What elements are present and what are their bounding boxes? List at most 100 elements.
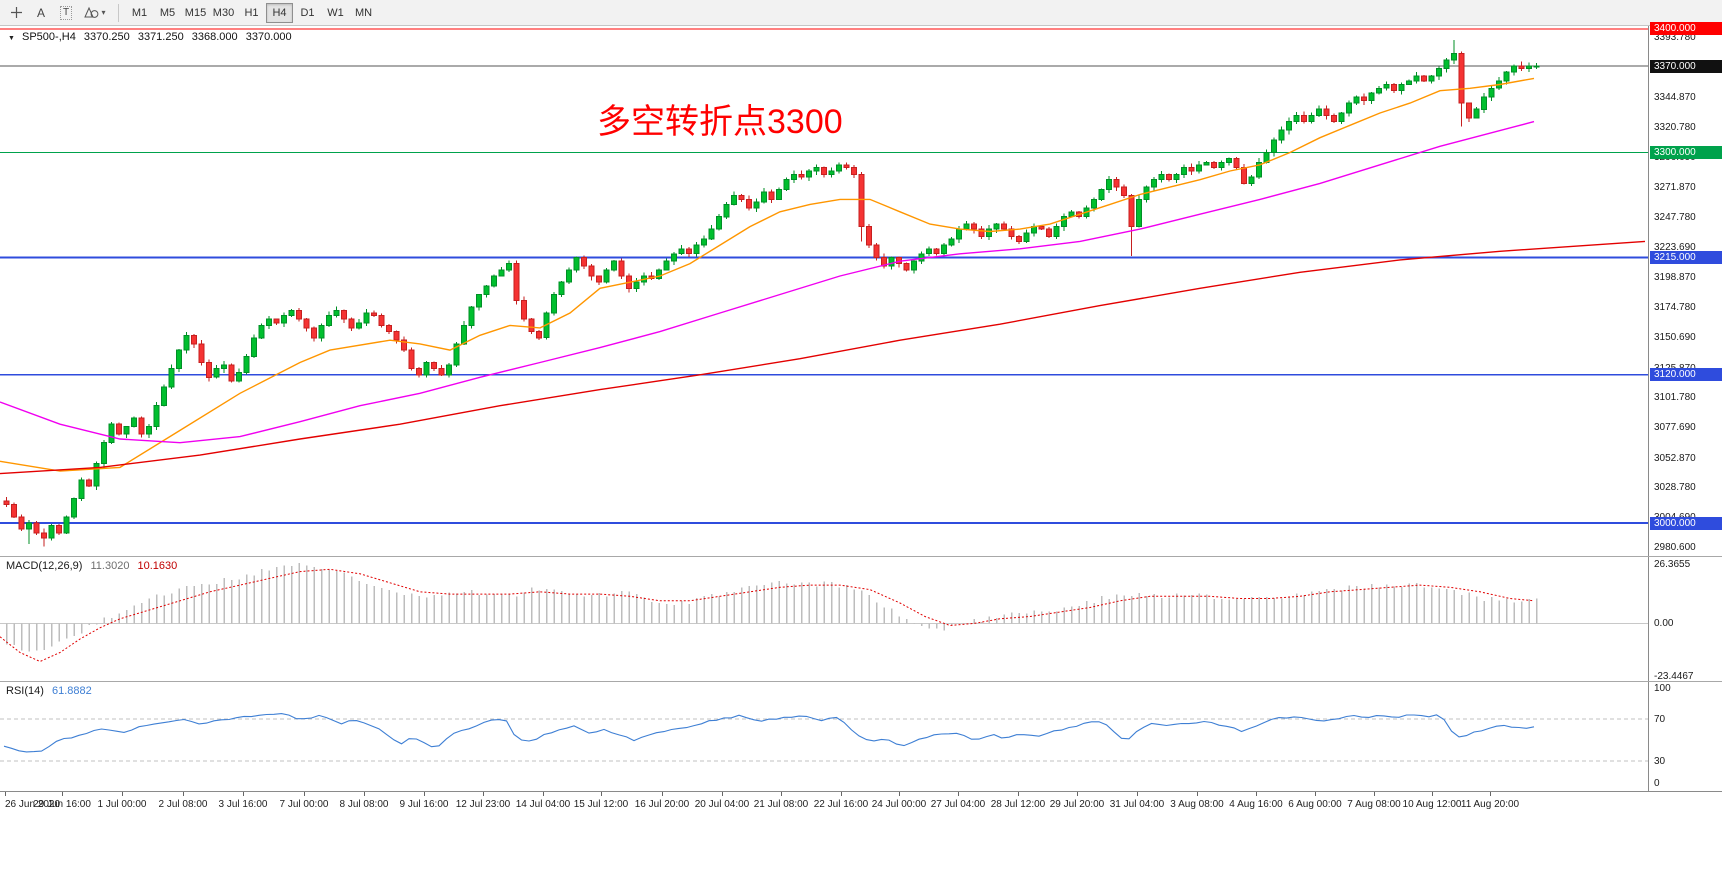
time-tick xyxy=(662,792,663,796)
time-axis-label: 16 Jul 20:00 xyxy=(634,799,690,810)
time-tick xyxy=(601,792,602,796)
time-tick xyxy=(899,792,900,796)
timeframe-button-m15[interactable]: M15 xyxy=(184,6,207,19)
rsi-panel: RSI(14) 61.8882 100 70 30 0 xyxy=(0,681,1722,791)
time-axis-label: 11 Aug 20:00 xyxy=(1460,799,1520,810)
time-tick xyxy=(543,792,544,796)
price-axis-label: 3393.780 xyxy=(1654,31,1696,43)
toolbar: A T ▾ M1 M5 M15 M30 H1 H4 D1 W1 MN xyxy=(0,0,1722,26)
price-axis-label: 3150.690 xyxy=(1654,331,1696,343)
time-axis-label: 7 Aug 08:00 xyxy=(1347,799,1401,810)
timeframe-button-m1[interactable]: M1 xyxy=(131,6,148,19)
macd-histogram xyxy=(6,563,1538,652)
text-tool-icon: T xyxy=(59,5,73,20)
chart-annotation-text[interactable]: 多空转折点3300 xyxy=(597,103,843,141)
time-axis-label: 20 Jul 04:00 xyxy=(694,799,750,810)
rsi-chart-canvas[interactable] xyxy=(0,682,1648,791)
time-tick xyxy=(781,792,782,796)
hline-price-tag: 3300.000 xyxy=(1650,145,1722,159)
macd-label: MACD(12,26,9) 11.3020 10.1630 xyxy=(6,560,182,572)
macd-panel: MACD(12,26,9) 11.3020 10.1630 26.3655 0.0… xyxy=(0,556,1722,682)
hline-price-tag: 3215.000 xyxy=(1650,250,1722,264)
macd-axis: 26.3655 0.00 -23.4467 xyxy=(1648,557,1722,682)
bar-close-value: 3370.000 xyxy=(245,31,292,43)
timeframe-button-mn[interactable]: MN xyxy=(354,6,373,19)
hline-price-tag: 3120.000 xyxy=(1650,368,1722,382)
dropdown-caret-icon: ▾ xyxy=(101,8,106,17)
time-axis-label: 1 Jul 00:00 xyxy=(97,799,147,810)
time-tick xyxy=(5,792,6,796)
toolbar-separator xyxy=(118,3,119,22)
price-axis[interactable]: 3393.7803344.8703320.7803296.6903271.870… xyxy=(1648,22,1722,556)
macd-main-value: 11.3020 xyxy=(90,560,130,572)
time-tick xyxy=(722,792,723,796)
rsi-axis-label: 30 xyxy=(1654,756,1666,767)
price-axis-label: 3247.780 xyxy=(1654,211,1696,223)
rsi-axis-label: 100 xyxy=(1654,682,1671,694)
macd-name: MACD(12,26,9) xyxy=(6,560,83,572)
timeframe-group: M1 M5 M15 M30 H1 H4 D1 W1 MN xyxy=(126,2,377,23)
time-axis-label: 21 Jul 08:00 xyxy=(753,799,809,810)
time-tick xyxy=(183,792,184,796)
time-axis-label: 4 Aug 16:00 xyxy=(1229,799,1283,810)
macd-axis-label: 0.00 xyxy=(1654,618,1674,630)
timeframe-button-h4[interactable]: H4 xyxy=(266,2,293,23)
price-axis-label: 3101.780 xyxy=(1654,392,1696,404)
price-chart-canvas[interactable] xyxy=(0,26,1648,556)
timeframe-button-m30[interactable]: M30 xyxy=(212,6,235,19)
timeframe-button-d1[interactable]: D1 xyxy=(300,6,315,19)
macd-axis-label: 26.3655 xyxy=(1654,559,1691,570)
price-axis-label: 3052.870 xyxy=(1654,452,1696,464)
chart-symbol-period: SP500-,H4 xyxy=(22,31,76,43)
price-axis-label: 3198.870 xyxy=(1654,272,1696,284)
time-axis[interactable]: 26 Jun 2020 29 Jun 16:00 1 Jul 00:00 2 Jul … xyxy=(0,791,1722,815)
time-tick xyxy=(1256,792,1257,796)
rsi-line xyxy=(3,713,1535,753)
time-tick xyxy=(1490,792,1491,796)
time-tick xyxy=(243,792,244,796)
price-axis-label: 3028.780 xyxy=(1654,482,1696,494)
time-tick xyxy=(122,792,123,796)
rsi-axis-label: 70 xyxy=(1654,714,1666,725)
main-chart-panel: ▼ SP500-,H4 3370.250 3371.250 3368.000 3… xyxy=(0,22,1722,556)
time-tick xyxy=(424,792,425,796)
price-axis-label: 3271.870 xyxy=(1654,182,1696,194)
ma-slow-red-line xyxy=(0,240,1646,475)
timeframe-button-m5[interactable]: M5 xyxy=(159,6,176,19)
rsi-label: RSI(14) 61.8882 xyxy=(6,685,97,697)
timeframe-button-h1[interactable]: H1 xyxy=(244,6,259,19)
text-tool-button[interactable]: T xyxy=(54,3,78,23)
time-tick xyxy=(1432,792,1433,796)
time-axis-label: 7 Jul 00:00 xyxy=(279,799,329,810)
time-axis-label: 8 Jul 08:00 xyxy=(339,799,389,810)
price-axis-label: 3320.780 xyxy=(1654,121,1696,133)
chart-expander-icon[interactable]: ▼ xyxy=(8,35,15,42)
shapes-tool-button[interactable]: ▾ xyxy=(79,3,111,23)
timeframe-button-w1[interactable]: W1 xyxy=(327,6,344,19)
time-tick xyxy=(62,792,63,796)
drawing-tools-group: A T ▾ xyxy=(4,3,111,23)
time-axis-label: 3 Aug 08:00 xyxy=(1170,799,1224,810)
time-axis-label: 29 Jun 16:00 xyxy=(33,799,91,810)
time-tick xyxy=(483,792,484,796)
price-axis-label: 2980.600 xyxy=(1654,541,1696,553)
time-axis-label: 31 Jul 04:00 xyxy=(1109,799,1165,810)
macd-chart-canvas[interactable] xyxy=(0,557,1648,681)
time-tick xyxy=(841,792,842,796)
label-tool-icon: A xyxy=(36,5,45,20)
rsi-axis-label: 0 xyxy=(1654,778,1660,789)
time-tick xyxy=(364,792,365,796)
time-tick xyxy=(1374,792,1375,796)
crosshair-button[interactable] xyxy=(4,3,28,23)
time-axis-label: 24 Jul 00:00 xyxy=(871,799,927,810)
time-axis-label: 22 Jul 16:00 xyxy=(813,799,869,810)
bar-open-value: 3370.250 xyxy=(83,31,130,43)
ma-fast-orange-line xyxy=(0,77,1535,472)
time-tick xyxy=(958,792,959,796)
label-tool-button[interactable]: A xyxy=(29,3,53,23)
time-tick xyxy=(1077,792,1078,796)
time-axis-label: 27 Jul 04:00 xyxy=(930,799,986,810)
shapes-icon xyxy=(84,6,99,18)
time-axis-label: 9 Jul 16:00 xyxy=(399,799,449,810)
